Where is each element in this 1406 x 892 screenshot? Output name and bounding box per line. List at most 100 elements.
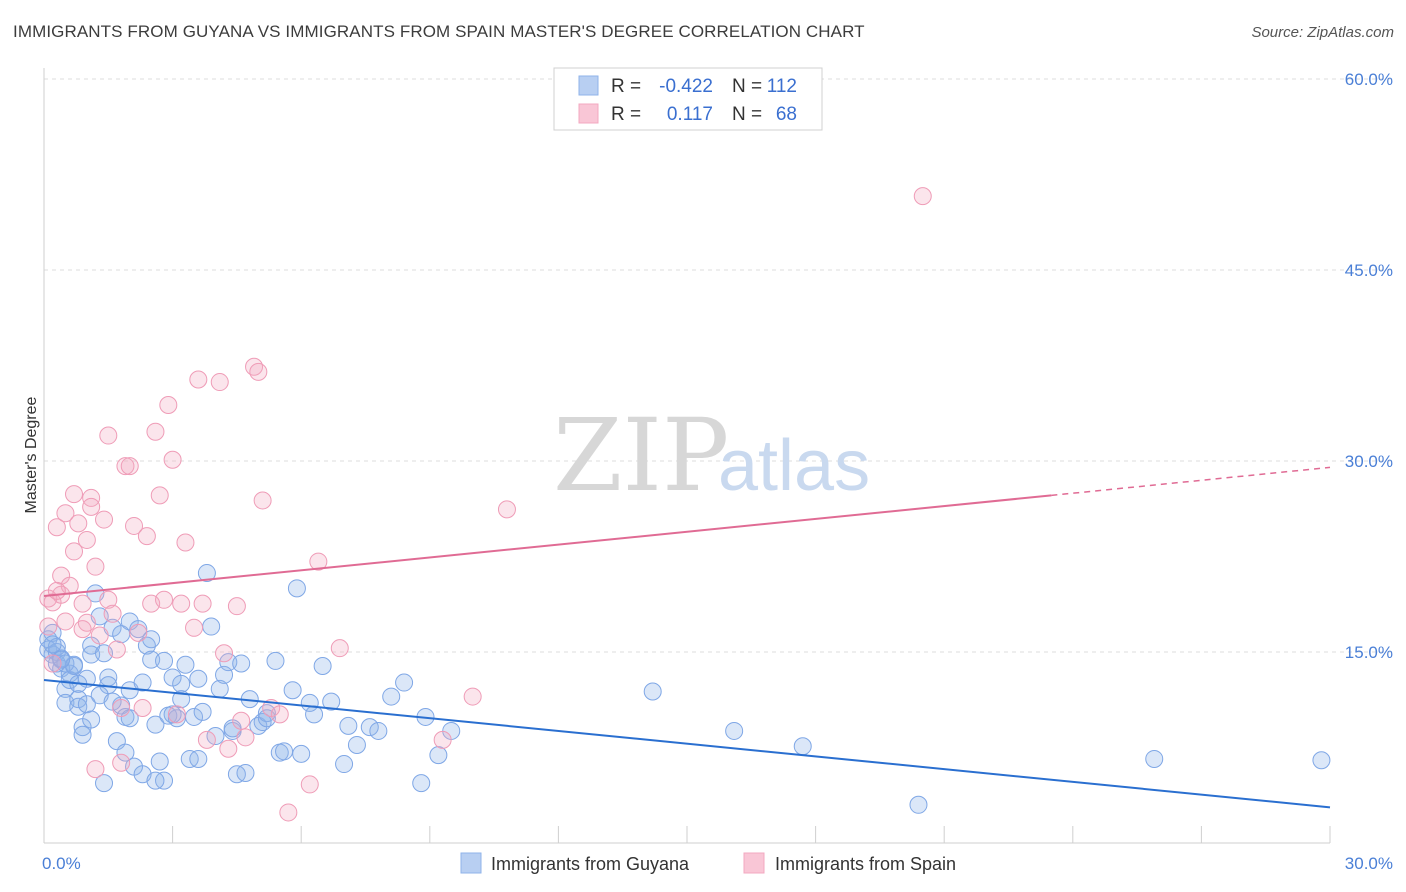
guyana-point <box>176 655 195 674</box>
guyana-point <box>95 774 114 793</box>
spain-point <box>176 533 195 552</box>
y-tick-labels: 15.0% 30.0% 45.0% 60.0% <box>1345 70 1393 662</box>
spain-point <box>77 530 96 549</box>
guyana-n-value: 112 <box>767 76 797 97</box>
spain-point <box>86 760 105 779</box>
guyana-point <box>133 673 152 692</box>
guyana-point <box>292 744 311 763</box>
guyana-point <box>129 620 148 639</box>
guyana-point <box>82 645 101 664</box>
guyana-point <box>116 743 135 762</box>
guyana-point <box>793 737 812 756</box>
spain-r-value: 0.117 <box>667 104 713 125</box>
legend-guyana-label: Immigrants from Guyana <box>491 854 690 874</box>
y-axis-title: Master's Degree <box>23 396 40 513</box>
spain-trend-line <box>43 494 1052 597</box>
guyana-point <box>82 710 101 729</box>
guyana-point <box>369 721 388 740</box>
spain-point <box>65 542 84 561</box>
spain-point <box>65 485 84 504</box>
spain-point <box>47 518 66 537</box>
guyana-point <box>335 755 354 774</box>
spain-point <box>497 500 516 519</box>
legend-spain-icon <box>743 852 765 874</box>
guyana-point <box>725 721 744 740</box>
spain-point <box>116 457 135 476</box>
trend-lines <box>43 466 1331 809</box>
spain-point <box>112 753 131 772</box>
spain-point <box>193 594 212 613</box>
guyana-point <box>52 650 71 669</box>
guyana-point <box>219 653 238 672</box>
spain-point <box>215 644 234 663</box>
guyana-point <box>189 749 208 768</box>
spain-point <box>279 803 298 822</box>
spain-trend-extension <box>1051 466 1331 497</box>
guyana-point <box>347 735 366 754</box>
watermark-zip: ZIP <box>553 397 729 514</box>
guyana-point <box>909 795 928 814</box>
guyana-point <box>193 702 212 721</box>
spain-point <box>56 612 75 631</box>
spain-n-label: N = <box>732 104 762 125</box>
spain-point <box>73 594 92 613</box>
spain-point <box>43 654 62 673</box>
chart-title: IMMIGRANTS FROM GUYANA VS IMMIGRANTS FRO… <box>13 22 865 41</box>
spain-point <box>125 516 144 535</box>
guyana-point <box>202 617 221 636</box>
guyana-swatch-icon <box>578 75 599 96</box>
guyana-point <box>322 692 341 711</box>
spain-point <box>146 422 165 441</box>
guyana-point <box>150 752 169 771</box>
spain-point <box>330 639 349 658</box>
guyana-r-label: R = <box>611 76 641 97</box>
guyana-point <box>300 693 319 712</box>
guyana-point <box>339 716 358 735</box>
series-legend: Immigrants from Guyana Immigrants from S… <box>460 852 956 874</box>
spain-point <box>47 581 66 600</box>
guyana-point <box>395 673 414 692</box>
guyana-point <box>73 725 92 744</box>
spain-point <box>107 640 126 659</box>
guyana-point <box>142 650 161 669</box>
guyana-point <box>1312 751 1331 770</box>
watermark: ZIP atlas <box>553 397 870 514</box>
spain-point <box>210 373 229 392</box>
spain-point <box>137 527 156 546</box>
guyana-point <box>287 579 306 598</box>
spain-point <box>82 497 101 516</box>
spain-point <box>120 457 139 476</box>
spain-point <box>56 504 75 523</box>
spain-point <box>155 590 174 609</box>
spain-point <box>232 711 251 730</box>
spain-point <box>133 699 152 718</box>
guyana-n-label: N = <box>732 76 762 97</box>
spain-point <box>150 486 169 505</box>
spain-point <box>197 730 216 749</box>
spain-point <box>103 604 122 623</box>
spain-point <box>99 590 118 609</box>
spain-point <box>73 620 92 639</box>
legend-spain-label: Immigrants from Spain <box>775 854 956 874</box>
spain-point <box>159 395 178 414</box>
spain-point <box>249 362 268 381</box>
spain-point <box>163 450 182 469</box>
spain-point <box>86 557 105 576</box>
spain-point <box>253 491 272 510</box>
guyana-point <box>1145 749 1164 768</box>
guyana-point <box>643 682 662 701</box>
spain-point <box>913 187 932 206</box>
spain-point <box>300 775 319 794</box>
guyana-point <box>155 651 174 670</box>
axes <box>43 68 1331 844</box>
spain-point <box>433 730 452 749</box>
guyana-point <box>146 771 165 790</box>
guyana-point <box>429 746 448 765</box>
spain-point <box>219 739 238 758</box>
guyana-point <box>283 681 302 700</box>
guyana-point <box>266 651 285 670</box>
spain-point <box>227 597 246 616</box>
x-tick-label: 0.0% <box>42 854 81 873</box>
spain-point <box>236 728 255 747</box>
